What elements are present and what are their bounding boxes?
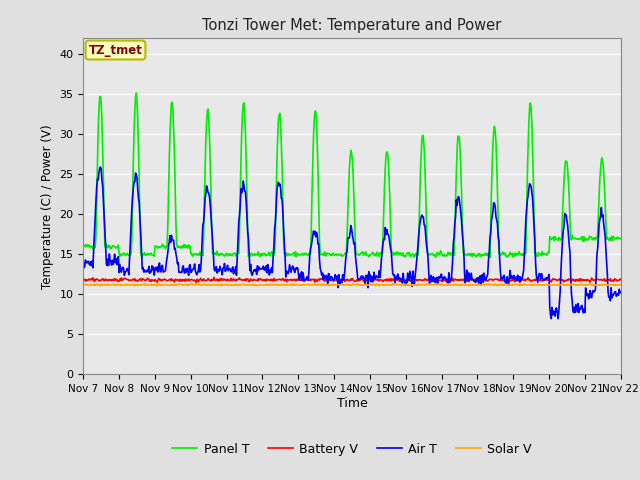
Panel T	[132, 90, 140, 96]
Solar V	[200, 282, 207, 288]
Battery V	[434, 278, 442, 284]
Air T	[434, 281, 442, 287]
Battery V	[79, 276, 87, 282]
Air T	[418, 212, 426, 218]
Solar V	[145, 282, 152, 288]
Line: Battery V: Battery V	[83, 277, 621, 282]
Panel T	[617, 236, 625, 241]
Panel T	[434, 250, 442, 255]
X-axis label: Time: Time	[337, 397, 367, 410]
Panel T	[79, 243, 87, 249]
Battery V	[418, 277, 426, 283]
Panel T	[486, 254, 494, 260]
Panel T	[200, 235, 207, 240]
Solar V	[376, 283, 383, 289]
Solar V	[435, 281, 442, 287]
Line: Air T: Air T	[83, 167, 621, 319]
Text: TZ_tmet: TZ_tmet	[88, 44, 143, 57]
Solar V	[188, 281, 195, 287]
Air T	[200, 219, 207, 225]
Battery V	[145, 276, 152, 282]
Line: Panel T: Panel T	[83, 93, 621, 257]
Y-axis label: Temperature (C) / Power (V): Temperature (C) / Power (V)	[41, 124, 54, 288]
Air T	[97, 164, 104, 170]
Battery V	[228, 278, 236, 284]
Solar V	[419, 282, 426, 288]
Legend: Panel T, Battery V, Air T, Solar V: Panel T, Battery V, Air T, Solar V	[168, 438, 536, 461]
Panel T	[228, 253, 236, 259]
Solar V	[79, 282, 87, 288]
Air T	[145, 264, 153, 269]
Line: Solar V: Solar V	[83, 284, 621, 286]
Solar V	[617, 282, 625, 288]
Air T	[617, 289, 625, 295]
Battery V	[516, 279, 524, 285]
Air T	[228, 267, 236, 273]
Air T	[79, 259, 87, 264]
Battery V	[199, 277, 207, 283]
Solar V	[89, 282, 97, 288]
Panel T	[418, 136, 426, 142]
Air T	[89, 265, 97, 271]
Solar V	[228, 282, 236, 288]
Air T	[554, 316, 562, 322]
Panel T	[145, 252, 153, 258]
Panel T	[89, 246, 97, 252]
Battery V	[210, 275, 218, 280]
Title: Tonzi Tower Met: Temperature and Power: Tonzi Tower Met: Temperature and Power	[202, 18, 502, 33]
Battery V	[89, 275, 97, 281]
Battery V	[617, 276, 625, 282]
